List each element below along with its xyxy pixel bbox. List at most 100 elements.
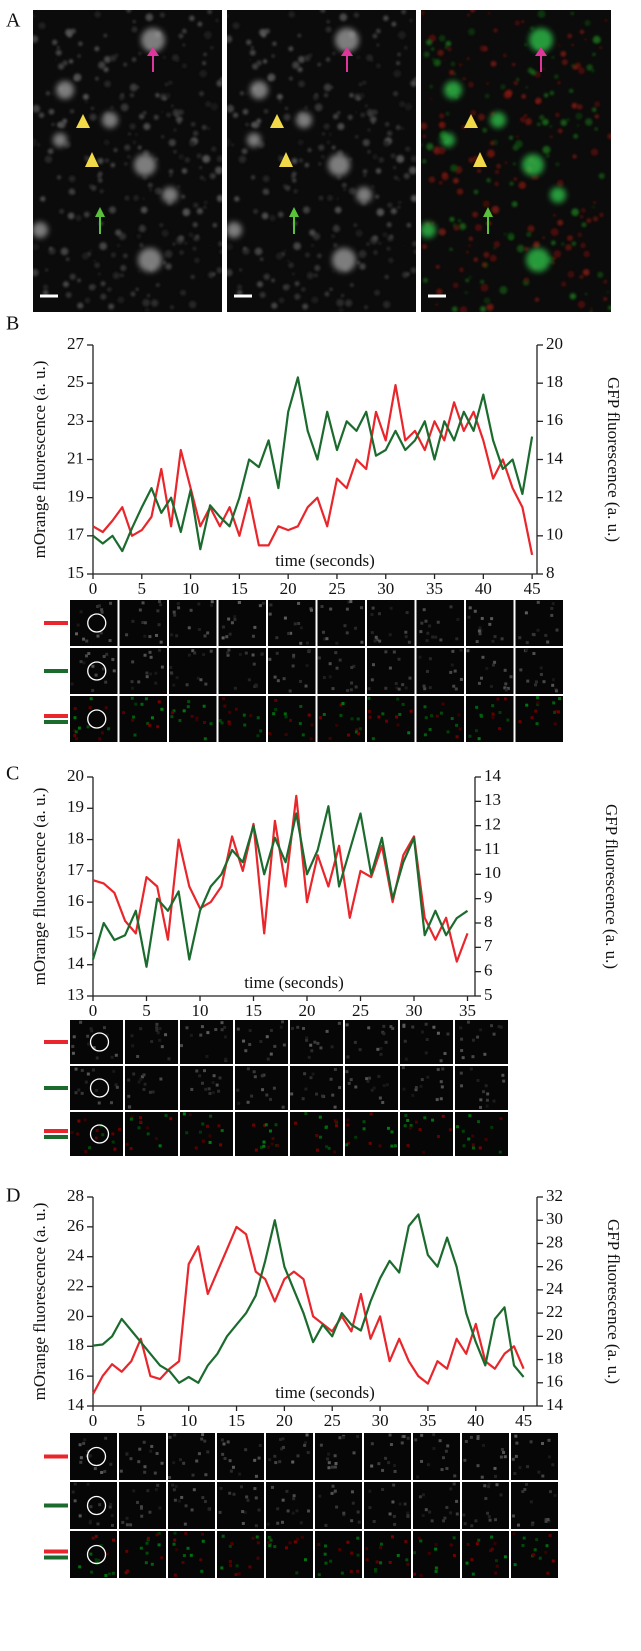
tile-noise <box>104 1573 108 1577</box>
tile-noise <box>220 721 224 725</box>
noise <box>219 249 222 255</box>
noise <box>480 283 489 292</box>
tile-noise <box>148 635 152 639</box>
tile-noise <box>244 651 248 655</box>
noise <box>349 93 354 98</box>
tile-noise <box>356 1536 360 1540</box>
tile-noise <box>545 1544 549 1548</box>
marker <box>85 152 99 167</box>
tile-noise <box>557 710 561 714</box>
spot <box>250 81 268 99</box>
spot <box>162 187 178 203</box>
noise <box>339 13 348 22</box>
noise <box>131 26 138 33</box>
tile-noise <box>232 1492 236 1496</box>
noise <box>83 211 90 218</box>
tile-noise <box>418 1128 422 1132</box>
tile-noise <box>522 1536 526 1540</box>
noise <box>585 293 588 296</box>
tile-noise <box>370 678 374 682</box>
tile-noise <box>153 1471 157 1475</box>
tile-noise <box>349 688 353 692</box>
tile-noise <box>333 1105 337 1109</box>
tile-noise <box>292 1494 296 1498</box>
noise <box>521 94 526 99</box>
tile-noise <box>305 664 309 668</box>
tile-noise <box>534 680 538 684</box>
noise <box>156 283 160 287</box>
noise <box>143 111 147 115</box>
tile-noise <box>160 707 164 711</box>
tile-noise <box>182 1461 186 1465</box>
noise <box>310 243 315 248</box>
noise <box>69 273 76 280</box>
noise <box>292 178 297 183</box>
tile-noise <box>503 697 507 701</box>
spot <box>134 154 156 176</box>
noise <box>197 21 203 27</box>
tile-noise <box>491 704 495 708</box>
data-line <box>92 1225 525 1395</box>
tile-noise <box>474 729 478 733</box>
tile-noise <box>86 1482 90 1486</box>
tile-noise <box>148 723 152 727</box>
tile-noise <box>368 1489 372 1493</box>
noise <box>470 109 477 116</box>
tile-noise <box>315 1148 319 1152</box>
tile-noise <box>73 733 77 737</box>
tile-noise <box>248 1029 252 1033</box>
noise <box>318 195 324 201</box>
tile <box>266 1433 313 1480</box>
noise <box>172 242 176 246</box>
tile-noise <box>71 1051 75 1055</box>
y2-tick-label: 13 <box>484 790 501 809</box>
tile-noise <box>77 726 81 730</box>
tile-noise <box>190 714 194 718</box>
tile-noise <box>416 1475 420 1479</box>
noise <box>298 80 305 88</box>
noise <box>297 139 304 146</box>
noise <box>44 155 53 164</box>
tile-noise <box>512 1532 516 1536</box>
tile-noise <box>215 1083 219 1087</box>
noise <box>551 240 556 246</box>
tile-noise <box>129 1457 133 1461</box>
tile-noise <box>368 1506 372 1510</box>
tile-noise <box>167 1057 171 1061</box>
tile-noise <box>244 1448 248 1452</box>
tile-noise <box>428 624 432 628</box>
y-tick-label: 15 <box>67 563 84 582</box>
tile-noise <box>301 733 305 737</box>
tile-noise <box>209 722 213 726</box>
noise <box>149 188 153 192</box>
tile-noise <box>105 1552 109 1556</box>
tile-noise <box>307 1509 311 1513</box>
spot <box>441 133 455 147</box>
noise <box>103 67 109 73</box>
noise <box>569 88 574 93</box>
tile-noise <box>493 1466 497 1470</box>
x-tick-label: 15 <box>245 1001 262 1020</box>
tile-noise <box>354 685 358 689</box>
noise <box>168 139 176 147</box>
noise <box>603 279 608 284</box>
x-tick-label: 25 <box>328 579 345 598</box>
tile-noise <box>192 1488 196 1492</box>
tile-noise <box>223 1456 227 1460</box>
tile-noise <box>276 1521 280 1525</box>
tile-noise <box>436 1068 440 1072</box>
tile-noise <box>440 1085 444 1089</box>
noise <box>594 127 598 131</box>
tile-noise <box>96 634 100 638</box>
tile-noise <box>518 720 522 724</box>
roi-circle <box>89 1124 110 1144</box>
tile-noise <box>303 1558 307 1562</box>
x-tick-label: 20 <box>299 1001 316 1020</box>
tile-noise <box>419 1573 423 1577</box>
tile-noise <box>396 1553 400 1557</box>
tile-noise <box>137 680 141 684</box>
tile-noise <box>319 1443 323 1447</box>
noise <box>164 250 173 258</box>
tile-noise <box>371 606 375 610</box>
noise <box>262 188 270 195</box>
